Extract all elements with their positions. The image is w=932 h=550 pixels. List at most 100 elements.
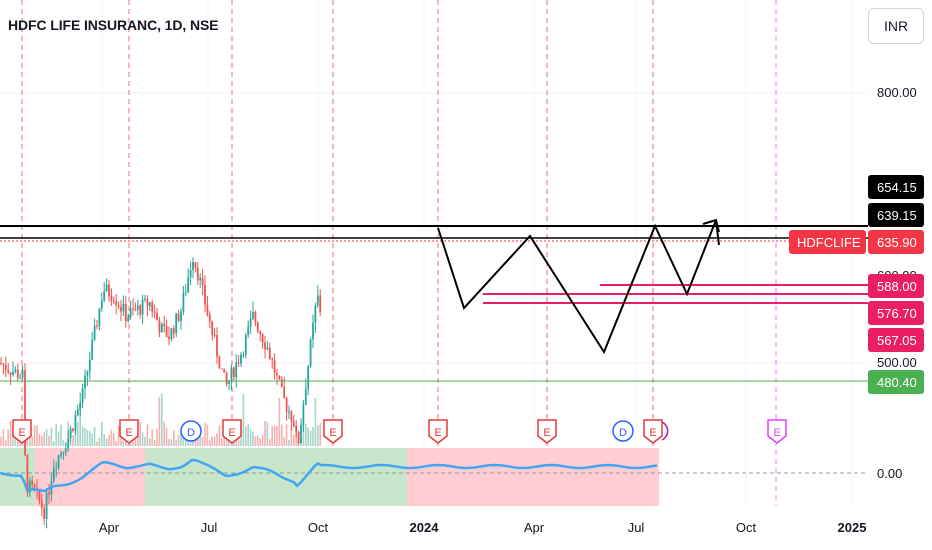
candle-body	[168, 336, 170, 339]
candle-body	[52, 468, 55, 482]
event-future-marker[interactable]: E	[767, 419, 787, 444]
candle-body	[228, 380, 230, 384]
volume-bar	[60, 424, 62, 446]
event-earnings-marker[interactable]: E	[643, 419, 663, 444]
volume-bar	[201, 436, 204, 446]
time-label-oct: Oct	[736, 520, 757, 535]
candle-body	[211, 321, 214, 335]
candle-body	[278, 375, 281, 380]
volume-bar	[249, 428, 252, 446]
volume-bar	[9, 420, 12, 446]
drawn-pattern	[437, 218, 720, 355]
volume-bar	[252, 431, 254, 446]
candle-body	[38, 489, 41, 502]
candle-body	[254, 312, 257, 323]
event-label: E	[773, 427, 780, 439]
volume-bar	[55, 423, 57, 446]
currency-button[interactable]: INR	[868, 8, 924, 44]
volume-bar	[283, 437, 285, 446]
event-label: E	[329, 427, 336, 439]
event-earnings-marker[interactable]: E	[428, 419, 448, 444]
candle-body	[86, 371, 89, 376]
volume-bar	[177, 434, 180, 446]
event-dividend-marker[interactable]: D	[180, 420, 202, 442]
volume-bar	[153, 439, 156, 446]
volume-bar	[144, 436, 146, 446]
volume-bar	[115, 441, 117, 446]
volume-bar	[96, 441, 98, 446]
volume-bar	[281, 424, 283, 446]
volume-bar	[12, 432, 14, 446]
price-tag-text: 654.15	[877, 180, 917, 195]
volume-bar	[137, 428, 139, 446]
candle-body	[256, 322, 259, 332]
volume-bar	[293, 435, 295, 446]
event-dividend-marker[interactable]: D	[612, 420, 634, 442]
pattern-zigzag	[437, 219, 717, 355]
candle-body	[196, 267, 199, 281]
volume-bar	[62, 440, 65, 446]
event-earnings-marker[interactable]: E	[222, 419, 242, 444]
candle-body	[76, 409, 79, 416]
volume-bar	[309, 430, 312, 446]
volume-bar	[45, 429, 48, 446]
candle-body	[139, 305, 142, 315]
chart-title: HDFC LIFE INSURANC, 1D, NSE	[8, 17, 219, 33]
candle-body	[64, 448, 67, 452]
candle-body	[160, 323, 163, 333]
volume-bar	[146, 424, 149, 446]
candle-body	[213, 334, 216, 336]
volume-bar	[189, 437, 192, 446]
candle-body	[244, 334, 247, 355]
volume-bar	[305, 423, 307, 446]
candle-body	[4, 365, 7, 371]
candle-body	[280, 379, 283, 387]
price-tag-576.70: 576.70	[868, 301, 924, 325]
volume-bar	[211, 436, 213, 446]
candle-body	[146, 298, 149, 306]
price-axis: 800.00600.00500.00654.15639.15635.90HDFC…	[789, 85, 924, 481]
osc-zone-green	[145, 448, 407, 506]
candle-body	[232, 367, 235, 378]
volume-bar	[204, 422, 206, 446]
volume-bar	[149, 438, 151, 446]
candle-body	[285, 397, 288, 412]
event-earnings-marker[interactable]: E	[119, 419, 139, 444]
candle-body	[187, 277, 190, 293]
candle-body	[223, 368, 226, 373]
event-earnings-marker[interactable]: E	[12, 419, 32, 444]
earnings-badge	[222, 419, 242, 444]
price-tag-text: 576.70	[877, 306, 917, 321]
candle-body	[129, 308, 132, 317]
earnings-badge	[537, 419, 557, 444]
price-tag-bg	[868, 328, 924, 352]
candle-body	[40, 501, 43, 509]
event-earnings-marker[interactable]: E	[537, 419, 557, 444]
volume-bar	[139, 421, 141, 446]
price-label-800: 800.00	[877, 85, 917, 100]
volume-bar	[173, 430, 175, 446]
candle-body	[132, 308, 134, 310]
candle-body	[312, 322, 314, 340]
event-earnings-marker[interactable]: E	[323, 419, 343, 444]
candle-body	[103, 291, 106, 301]
horizontal-levels	[0, 225, 868, 382]
volume-bar	[53, 441, 55, 446]
oscillator-background	[0, 448, 868, 506]
candle-body	[208, 314, 211, 322]
candle-body	[297, 432, 300, 444]
candle-body	[16, 369, 19, 379]
volume-bar	[254, 436, 257, 446]
price-tag-480.40: 480.40	[868, 370, 924, 394]
volume-bar	[31, 436, 33, 446]
volume-bars	[0, 393, 321, 446]
candle-body	[273, 360, 276, 374]
candle-body	[12, 371, 14, 375]
volume-bar	[161, 393, 163, 446]
volume-bar	[271, 426, 273, 446]
candle-body	[220, 368, 223, 370]
price-tag-text: 588.00	[877, 279, 917, 294]
volume-bar	[105, 438, 108, 446]
candle-body	[67, 438, 70, 449]
